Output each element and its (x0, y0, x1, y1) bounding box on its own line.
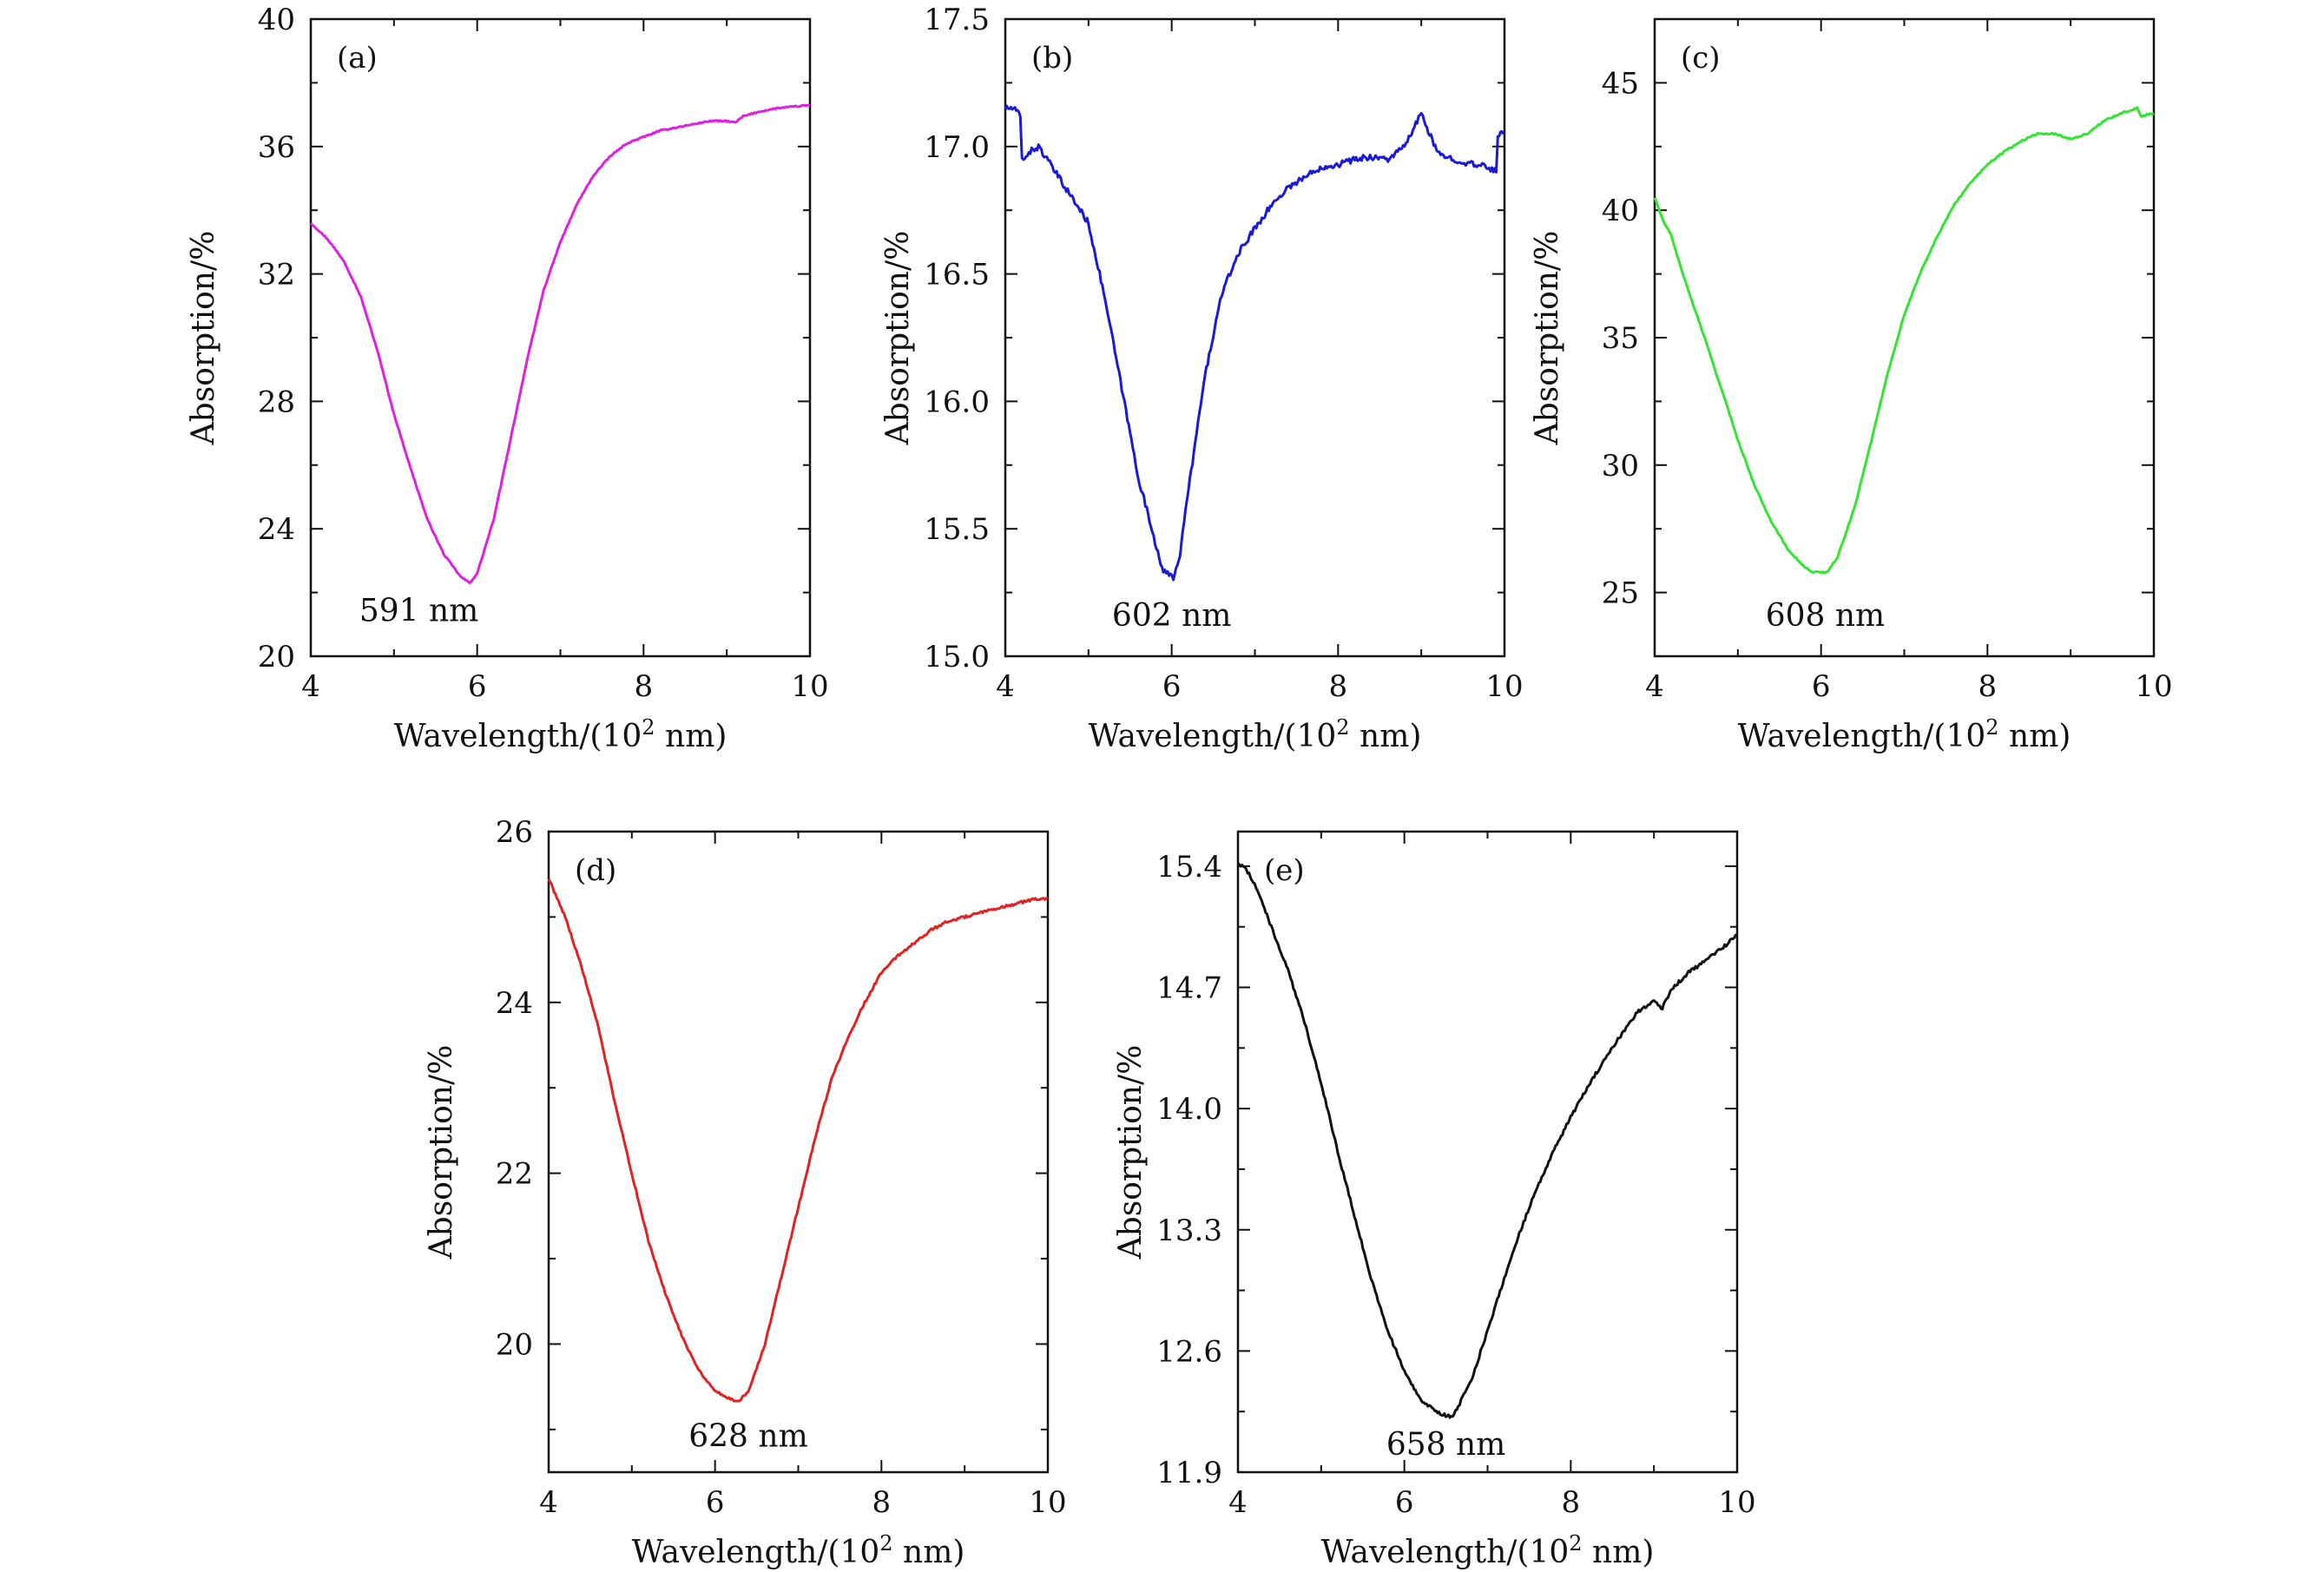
y-tick-label: 13.3 (1156, 1214, 1222, 1248)
y-tick-label: 17.5 (924, 3, 990, 37)
series-line (1004, 104, 1505, 582)
chart-panel-a: 4 6 8 10 20 24 28 32 36 40 Wavelength/(102 nm) Abso… (186, 3, 829, 754)
chart-panel-e: 4 6 8 10 11.9 12.6 13.3 14.0 14.7 15.4 Wavelength/… (1113, 830, 1756, 1570)
x-tick-label: 10 (1029, 1485, 1066, 1520)
series-line (547, 878, 1049, 1403)
x-tick-label: 8 (1329, 669, 1348, 704)
x-tick-label: 6 (706, 1485, 725, 1520)
y-tick-label: 15.0 (924, 640, 990, 674)
x-tick-label: 4 (1645, 669, 1664, 704)
y-tick-label: 12.6 (1156, 1334, 1222, 1369)
y-tick-label: 28 (258, 385, 295, 419)
y-axis-title: Absorption/% (186, 231, 221, 446)
minimum-wavelength-annotation: 602 nm (1112, 598, 1231, 634)
x-tick-label: 8 (1978, 669, 1998, 704)
plot-frame (1236, 830, 1739, 1474)
y-axis-title: Absorption/% (1530, 231, 1565, 446)
y-tick-label: 40 (258, 3, 295, 37)
x-tick-label: 8 (1562, 1485, 1581, 1520)
y-tick-label: 26 (496, 815, 533, 850)
y-tick-label: 25 (1602, 576, 1639, 611)
panel-label: (c) (1681, 41, 1721, 76)
y-axis-title: Absorption/% (880, 231, 916, 446)
minimum-wavelength-annotation: 658 nm (1386, 1427, 1505, 1463)
y-tick-label: 17.0 (924, 130, 990, 165)
panel-label: (e) (1264, 853, 1305, 888)
chart-panel-c: 4 6 8 10 25 30 35 40 45 Wavelength/(102 nm) Absorp… (1530, 17, 2173, 754)
y-tick-label: 24 (258, 512, 295, 547)
x-tick-label: 4 (1228, 1485, 1248, 1520)
plot-frame (1004, 17, 1506, 658)
series-line (1653, 106, 2155, 575)
x-tick-label: 10 (2135, 669, 2172, 704)
minimum-wavelength-annotation: 591 nm (359, 594, 478, 629)
series-line (309, 103, 811, 585)
y-tick-label: 15.5 (924, 512, 990, 547)
y-tick-label: 15.4 (1156, 850, 1222, 885)
chart-panel-b: 4 6 8 10 15.0 15.5 16.0 16.5 17.0 17.5 Wavelength/… (880, 3, 1524, 754)
y-tick-label: 20 (496, 1327, 533, 1362)
x-tick-label: 10 (1485, 669, 1523, 704)
x-tick-label: 6 (1812, 669, 1831, 704)
y-tick-label: 16.5 (924, 258, 990, 293)
plot-frame (1653, 17, 2156, 658)
minimum-wavelength-annotation: 628 nm (688, 1418, 807, 1454)
y-tick-label: 24 (496, 986, 533, 1021)
series-line (1237, 862, 1738, 1419)
y-tick-label: 30 (1602, 449, 1639, 483)
x-axis-title: Wavelength/(102 nm) (632, 1531, 965, 1570)
panel-label: (d) (575, 853, 616, 888)
y-tick-label: 35 (1602, 321, 1639, 356)
x-axis-title: Wavelength/(102 nm) (1089, 715, 1422, 754)
x-tick-label: 8 (872, 1485, 892, 1520)
chart-panel-d: 4 6 8 10 20 22 24 26 Wavelength/(102 nm) Absorpti… (424, 815, 1067, 1570)
y-tick-label: 45 (1602, 66, 1639, 101)
y-tick-label: 16.0 (924, 385, 990, 419)
x-axis-title: Wavelength/(102 nm) (394, 715, 727, 754)
y-tick-label: 14.7 (1156, 971, 1222, 1006)
plot-frame (547, 830, 1050, 1474)
x-tick-label: 10 (791, 669, 828, 704)
y-tick-label: 20 (258, 640, 295, 674)
y-tick-label: 36 (258, 130, 295, 165)
minimum-wavelength-annotation: 608 nm (1766, 598, 1885, 634)
plot-frame (309, 17, 812, 658)
y-tick-label: 40 (1602, 194, 1639, 228)
x-tick-label: 4 (996, 669, 1015, 704)
y-tick-label: 32 (258, 258, 295, 293)
x-tick-label: 6 (1162, 669, 1182, 704)
y-tick-label: 11.9 (1156, 1456, 1222, 1490)
panel-label: (b) (1031, 41, 1073, 76)
y-axis-title: Absorption/% (424, 1045, 459, 1260)
y-tick-label: 22 (496, 1157, 533, 1192)
x-axis-title: Wavelength/(102 nm) (1738, 715, 2071, 754)
panel-label: (a) (337, 41, 378, 76)
x-axis-title: Wavelength/(102 nm) (1321, 1531, 1655, 1570)
x-tick-label: 6 (1395, 1485, 1414, 1520)
x-tick-label: 8 (635, 669, 654, 704)
y-tick-label: 14.0 (1156, 1092, 1222, 1127)
x-tick-label: 4 (301, 669, 320, 704)
x-tick-label: 4 (539, 1485, 558, 1520)
x-tick-label: 10 (1718, 1485, 1755, 1520)
x-tick-label: 6 (468, 669, 487, 704)
y-axis-title: Absorption/% (1113, 1045, 1149, 1260)
